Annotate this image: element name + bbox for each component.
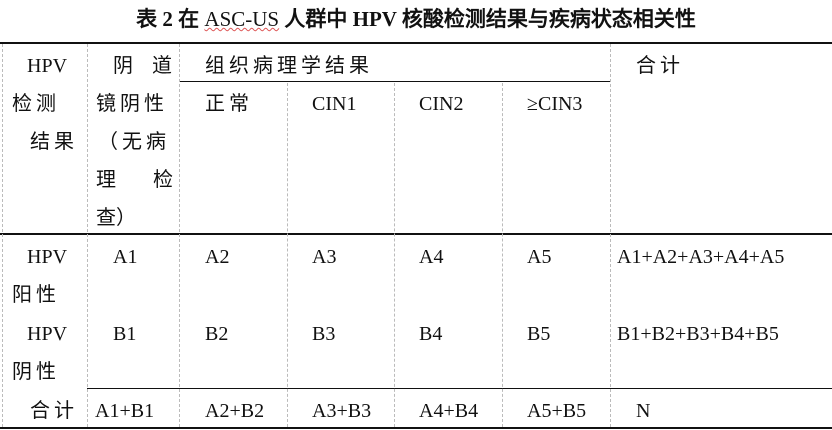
table-cell: B2 <box>205 323 229 345</box>
header-colposcopy-2: 镜阴性 <box>96 93 168 115</box>
gridline <box>2 44 3 427</box>
header-histology: 组织病理学结果 <box>205 55 373 77</box>
table-cell: A5 <box>527 246 552 268</box>
table-cell: A4+B4 <box>419 400 479 422</box>
table-cell: A4 <box>419 246 444 268</box>
row-label: HPV <box>27 323 68 345</box>
table-cell: B3 <box>312 323 336 345</box>
header-colposcopy-1: 阴 道 <box>113 55 176 77</box>
header-result: 结果 <box>30 131 78 153</box>
title-suffix: 人群中 HPV 核酸检测结果与疾病状态相关性 <box>279 7 696 31</box>
header-colposcopy-3: （无病 <box>98 131 170 153</box>
table-bottom-rule <box>0 427 832 429</box>
table-cell: A3+B3 <box>312 400 372 422</box>
table-cell: A1+B1 <box>95 400 155 422</box>
header-detect: 检测 <box>12 93 60 115</box>
table-cell: A5+B5 <box>527 400 587 422</box>
table-title: 表 2 在 ASC-US 人群中 HPV 核酸检测结果与疾病状态相关性 <box>0 3 832 33</box>
table-cell: A2+B2 <box>205 400 265 422</box>
table-cell: A1+A2+A3+A4+A5 <box>617 246 785 268</box>
header-cin2: CIN2 <box>419 93 464 115</box>
row-label: 合计 <box>30 400 78 422</box>
table-top-rule <box>0 42 832 44</box>
table-cell: B4 <box>419 323 443 345</box>
gridline <box>610 44 611 427</box>
title-asc-us: ASC-US <box>204 7 280 31</box>
row-label: 阳性 <box>12 284 60 306</box>
header-cin1: CIN1 <box>312 93 357 115</box>
row-label: HPV <box>27 246 68 268</box>
table-cell: B1+B2+B3+B4+B5 <box>617 323 779 345</box>
gridline <box>87 44 88 427</box>
header-total: 合计 <box>636 55 684 77</box>
title-prefix: 表 2 在 <box>136 7 205 31</box>
header-colposcopy-4: 理 检 <box>96 169 177 191</box>
gridline <box>179 44 180 427</box>
table-cell: B1 <box>113 323 137 345</box>
table-cell: A2 <box>205 246 230 268</box>
total-row-rule <box>87 388 832 389</box>
header-bottom-rule <box>0 233 832 235</box>
table-cell: A3 <box>312 246 337 268</box>
gridline <box>502 83 503 427</box>
header-normal: 正常 <box>205 93 253 115</box>
header-colposcopy-5: 查） <box>96 207 136 229</box>
row-label: 阴性 <box>12 361 60 383</box>
table-cell: N <box>636 400 651 422</box>
table-cell: B5 <box>527 323 551 345</box>
gridline <box>394 83 395 427</box>
gridline <box>287 83 288 427</box>
histology-underline <box>179 81 610 82</box>
header-cin3-plus: ≥CIN3 <box>527 93 583 115</box>
table-cell: A1 <box>113 246 138 268</box>
header-hpv: HPV <box>27 55 68 77</box>
